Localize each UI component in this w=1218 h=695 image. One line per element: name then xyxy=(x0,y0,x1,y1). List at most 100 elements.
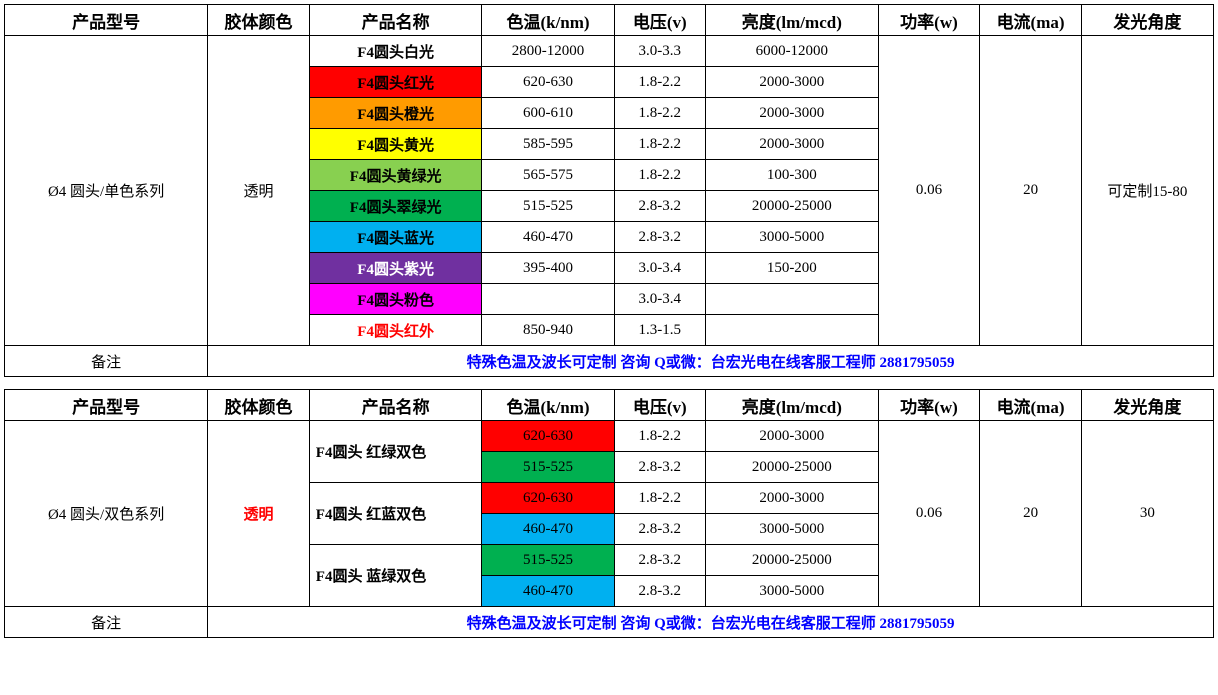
data-row: Ø4 圆头/单色系列透明F4圆头白光2800-120003.0-3.36000-… xyxy=(5,36,1214,67)
color-temp-cell: 460-470 xyxy=(482,514,614,545)
product-name-cell: F4圆头黄绿光 xyxy=(309,160,482,191)
header-cell: 亮度(lm/mcd) xyxy=(705,5,878,36)
color-temp-cell: 460-470 xyxy=(482,222,614,253)
color-temp-cell: 395-400 xyxy=(482,253,614,284)
data-row: Ø4 圆头/双色系列透明F4圆头 红绿双色620-6301.8-2.22000-… xyxy=(5,421,1214,452)
product-name-cell: F4圆头紫光 xyxy=(309,253,482,284)
footer-label: 备注 xyxy=(5,346,208,377)
brightness-cell: 20000-25000 xyxy=(705,545,878,576)
product-name-cell: F4圆头翠绿光 xyxy=(309,191,482,222)
model-cell: Ø4 圆头/单色系列 xyxy=(5,36,208,346)
color-temp-cell: 515-525 xyxy=(482,452,614,483)
voltage-cell: 2.8-3.2 xyxy=(614,576,705,607)
color-temp-cell: 565-575 xyxy=(482,160,614,191)
header-cell: 电压(v) xyxy=(614,390,705,421)
voltage-cell: 3.0-3.4 xyxy=(614,284,705,315)
color-temp-cell: 620-630 xyxy=(482,483,614,514)
angle-cell: 可定制15-80 xyxy=(1081,36,1213,346)
header-cell: 产品型号 xyxy=(5,390,208,421)
brightness-cell: 2000-3000 xyxy=(705,483,878,514)
voltage-cell: 2.8-3.2 xyxy=(614,514,705,545)
voltage-cell: 2.8-3.2 xyxy=(614,191,705,222)
header-row: 产品型号胶体颜色产品名称色温(k/nm)电压(v)亮度(lm/mcd)功率(w)… xyxy=(5,390,1214,421)
header-cell: 胶体颜色 xyxy=(208,390,310,421)
header-cell: 胶体颜色 xyxy=(208,5,310,36)
color-temp-cell: 515-525 xyxy=(482,545,614,576)
header-cell: 产品名称 xyxy=(309,390,482,421)
brightness-cell: 2000-3000 xyxy=(705,129,878,160)
voltage-cell: 3.0-3.3 xyxy=(614,36,705,67)
header-cell: 电流(ma) xyxy=(980,5,1082,36)
product-name-cell: F4圆头粉色 xyxy=(309,284,482,315)
footer-text: 特殊色温及波长可定制 咨询 Q或微：台宏光电在线客服工程师 2881795059 xyxy=(208,607,1214,638)
voltage-cell: 1.3-1.5 xyxy=(614,315,705,346)
product-name-cell: F4圆头黄光 xyxy=(309,129,482,160)
brightness-cell: 150-200 xyxy=(705,253,878,284)
header-cell: 亮度(lm/mcd) xyxy=(705,390,878,421)
brightness-cell: 2000-3000 xyxy=(705,67,878,98)
voltage-cell: 3.0-3.4 xyxy=(614,253,705,284)
brightness-cell: 3000-5000 xyxy=(705,514,878,545)
current-cell: 20 xyxy=(980,36,1082,346)
header-cell: 电流(ma) xyxy=(980,390,1082,421)
footer-text: 特殊色温及波长可定制 咨询 Q或微：台宏光电在线客服工程师 2881795059 xyxy=(208,346,1214,377)
product-name-cell: F4圆头红外 xyxy=(309,315,482,346)
brightness-cell xyxy=(705,284,878,315)
product-name-cell: F4圆头红光 xyxy=(309,67,482,98)
voltage-cell: 1.8-2.2 xyxy=(614,160,705,191)
color-temp-cell: 585-595 xyxy=(482,129,614,160)
model-cell: Ø4 圆头/双色系列 xyxy=(5,421,208,607)
spec-table-single-color: 产品型号胶体颜色产品名称色温(k/nm)电压(v)亮度(lm/mcd)功率(w)… xyxy=(4,4,1214,377)
power-cell: 0.06 xyxy=(878,421,980,607)
color-temp-cell: 460-470 xyxy=(482,576,614,607)
header-row: 产品型号胶体颜色产品名称色温(k/nm)电压(v)亮度(lm/mcd)功率(w)… xyxy=(5,5,1214,36)
voltage-cell: 1.8-2.2 xyxy=(614,67,705,98)
color-temp-cell: 515-525 xyxy=(482,191,614,222)
voltage-cell: 1.8-2.2 xyxy=(614,129,705,160)
voltage-cell: 1.8-2.2 xyxy=(614,98,705,129)
voltage-cell: 2.8-3.2 xyxy=(614,222,705,253)
footer-row: 备注特殊色温及波长可定制 咨询 Q或微：台宏光电在线客服工程师 28817950… xyxy=(5,607,1214,638)
brightness-cell xyxy=(705,315,878,346)
header-cell: 发光角度 xyxy=(1081,5,1213,36)
product-name-cell: F4圆头白光 xyxy=(309,36,482,67)
brightness-cell: 100-300 xyxy=(705,160,878,191)
footer-label: 备注 xyxy=(5,607,208,638)
brightness-cell: 2000-3000 xyxy=(705,98,878,129)
header-cell: 产品型号 xyxy=(5,5,208,36)
spec-table-dual-color: 产品型号胶体颜色产品名称色温(k/nm)电压(v)亮度(lm/mcd)功率(w)… xyxy=(4,389,1214,638)
product-name-cell: F4圆头 蓝绿双色 xyxy=(309,545,482,607)
header-cell: 色温(k/nm) xyxy=(482,390,614,421)
voltage-cell: 2.8-3.2 xyxy=(614,452,705,483)
brightness-cell: 3000-5000 xyxy=(705,576,878,607)
brightness-cell: 6000-12000 xyxy=(705,36,878,67)
header-cell: 发光角度 xyxy=(1081,390,1213,421)
lens-cell: 透明 xyxy=(208,421,310,607)
color-temp-cell xyxy=(482,284,614,315)
header-cell: 色温(k/nm) xyxy=(482,5,614,36)
current-cell: 20 xyxy=(980,421,1082,607)
voltage-cell: 1.8-2.2 xyxy=(614,483,705,514)
product-name-cell: F4圆头 红蓝双色 xyxy=(309,483,482,545)
product-name-cell: F4圆头蓝光 xyxy=(309,222,482,253)
lens-cell: 透明 xyxy=(208,36,310,346)
header-cell: 产品名称 xyxy=(309,5,482,36)
header-cell: 功率(w) xyxy=(878,5,980,36)
voltage-cell: 2.8-3.2 xyxy=(614,545,705,576)
header-cell: 功率(w) xyxy=(878,390,980,421)
power-cell: 0.06 xyxy=(878,36,980,346)
color-temp-cell: 850-940 xyxy=(482,315,614,346)
brightness-cell: 20000-25000 xyxy=(705,452,878,483)
brightness-cell: 2000-3000 xyxy=(705,421,878,452)
color-temp-cell: 620-630 xyxy=(482,421,614,452)
color-temp-cell: 620-630 xyxy=(482,67,614,98)
voltage-cell: 1.8-2.2 xyxy=(614,421,705,452)
brightness-cell: 3000-5000 xyxy=(705,222,878,253)
table-spacer xyxy=(4,377,1214,389)
color-temp-cell: 2800-12000 xyxy=(482,36,614,67)
color-temp-cell: 600-610 xyxy=(482,98,614,129)
product-name-cell: F4圆头 红绿双色 xyxy=(309,421,482,483)
brightness-cell: 20000-25000 xyxy=(705,191,878,222)
footer-row: 备注特殊色温及波长可定制 咨询 Q或微：台宏光电在线客服工程师 28817950… xyxy=(5,346,1214,377)
angle-cell: 30 xyxy=(1081,421,1213,607)
